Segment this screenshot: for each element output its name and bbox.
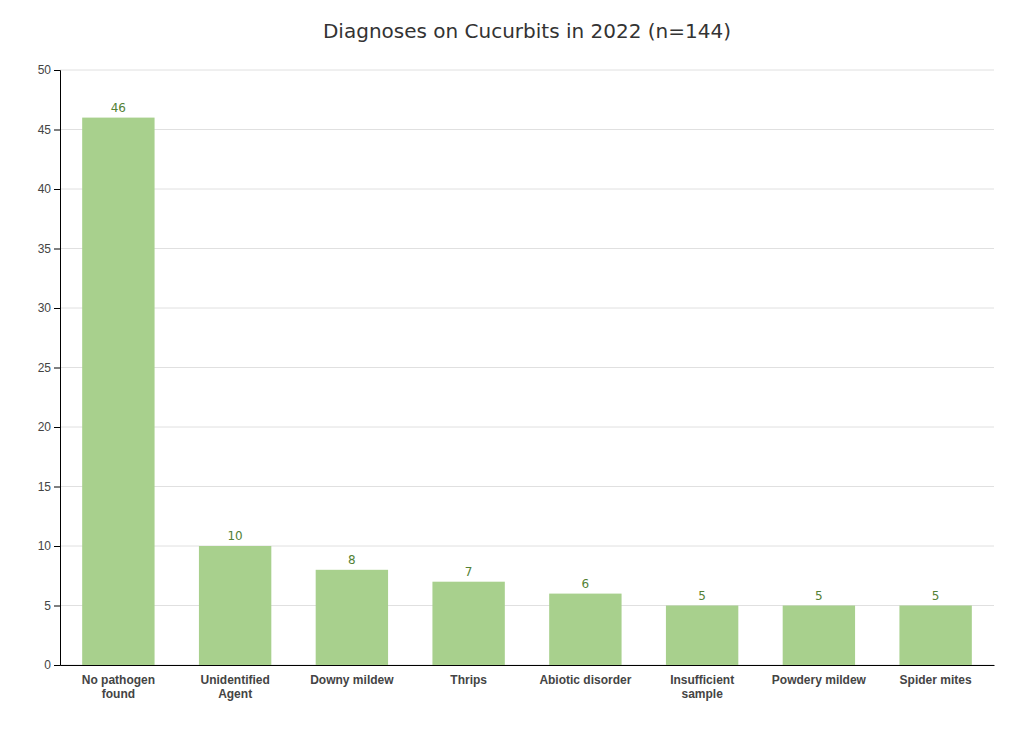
grid-line <box>60 70 994 71</box>
x-tick-label: Abiotic disorder <box>539 673 631 687</box>
y-tick-mark <box>54 130 60 131</box>
bar <box>199 546 271 665</box>
y-tick-label: 25 <box>38 361 52 375</box>
x-tick: UnidentifiedAgent <box>200 673 269 701</box>
y-tick-label: 40 <box>38 182 52 196</box>
y-tick-label: 20 <box>38 420 52 434</box>
y-tick: 0 <box>44 658 60 672</box>
y-tick: 35 <box>38 242 60 256</box>
x-tick: Insufficientsample <box>670 673 734 701</box>
y-tick-label: 0 <box>44 658 51 672</box>
y-axis-line <box>54 71 61 666</box>
x-tick-label-line: Spider mites <box>900 673 972 687</box>
grid-line <box>60 248 994 249</box>
chart-title: Diagnoses on Cucurbits in 2022 (n=144) <box>323 19 731 43</box>
grid <box>60 70 994 665</box>
x-tick-label: Spider mites <box>900 673 972 687</box>
data-label: 5 <box>698 589 706 603</box>
y-tick-mark <box>54 189 60 190</box>
x-tick: Thrips <box>450 673 487 687</box>
plot-area: 0 5 10 15 20 25 30 35 40 45 50 No pathogenfound Unid… <box>38 63 995 701</box>
bar <box>549 594 621 665</box>
x-tick: Powdery mildew <box>772 673 867 687</box>
y-tick: 50 <box>38 63 60 77</box>
x-tick: Spider mites <box>900 673 972 687</box>
x-tick-label-line: Downy mildew <box>310 673 394 687</box>
data-label: 7 <box>465 565 473 579</box>
y-tick-mark <box>54 308 60 309</box>
x-tick: Abiotic disorder <box>539 673 631 687</box>
x-tick-label-line: No pathogen <box>82 673 155 687</box>
y-tick-label: 30 <box>38 301 52 315</box>
y-tick-mark <box>54 546 60 547</box>
data-label: 6 <box>582 577 590 591</box>
x-axis-line <box>61 665 995 666</box>
y-tick-label: 50 <box>38 63 52 77</box>
grid-line <box>60 129 994 130</box>
y-tick-label: 35 <box>38 242 52 256</box>
y-tick: 30 <box>38 301 60 315</box>
x-tick: No pathogenfound <box>82 673 155 701</box>
x-axis: No pathogenfound UnidentifiedAgent Downy m… <box>61 666 995 701</box>
y-tick: 45 <box>38 123 60 137</box>
grid-line <box>60 486 994 487</box>
bars <box>82 118 972 665</box>
bar <box>82 118 154 665</box>
bar <box>783 606 855 666</box>
y-tick-mark <box>54 368 60 369</box>
x-tick-label-line: found <box>102 687 135 701</box>
x-tick-label: Insufficientsample <box>670 673 734 701</box>
x-tick: Downy mildew <box>310 673 394 687</box>
y-tick-mark <box>54 606 60 607</box>
x-tick-label-line: sample <box>681 687 723 701</box>
data-label: 10 <box>227 529 242 543</box>
bar <box>432 582 504 665</box>
y-tick-mark <box>54 665 60 666</box>
y-tick: 25 <box>38 361 60 375</box>
y-axis: 0 5 10 15 20 25 30 35 40 45 50 <box>38 63 61 672</box>
y-tick: 5 <box>44 599 60 613</box>
data-labels: 46 10 8 7 6 5 5 5 <box>111 101 940 603</box>
data-label: 5 <box>815 589 823 603</box>
y-tick-mark <box>54 427 60 428</box>
x-tick-label-line: Thrips <box>450 673 487 687</box>
grid-line <box>60 367 994 368</box>
x-tick-label: Thrips <box>450 673 487 687</box>
y-tick: 40 <box>38 182 60 196</box>
y-tick-label: 15 <box>38 480 52 494</box>
y-tick-mark <box>54 487 60 488</box>
x-tick-label-line: Powdery mildew <box>772 673 867 687</box>
bar <box>899 606 971 666</box>
x-tick-label-line: Agent <box>218 687 252 701</box>
x-tick-label: Powdery mildew <box>772 673 867 687</box>
x-tick-label-line: Unidentified <box>200 673 269 687</box>
x-tick-label: UnidentifiedAgent <box>200 673 269 701</box>
y-tick-label: 45 <box>38 123 52 137</box>
data-label: 5 <box>932 589 940 603</box>
y-tick: 20 <box>38 420 60 434</box>
y-tick-mark <box>54 70 60 71</box>
x-tick-label-line: Insufficient <box>670 673 734 687</box>
data-label: 46 <box>111 101 126 115</box>
chart-svg: 0 5 10 15 20 25 30 35 40 45 50 No pathogenfound Unid… <box>0 0 1024 745</box>
x-tick-label-line: Abiotic disorder <box>539 673 631 687</box>
grid-line <box>60 308 994 309</box>
data-label: 8 <box>348 553 356 567</box>
bar <box>666 606 738 666</box>
grid-line <box>60 427 994 428</box>
y-tick-label: 5 <box>44 599 51 613</box>
bar <box>316 570 388 665</box>
y-tick-mark <box>54 249 60 250</box>
y-tick-label: 10 <box>38 539 52 553</box>
x-tick-label: Downy mildew <box>310 673 394 687</box>
y-tick: 15 <box>38 480 60 494</box>
grid-line <box>60 189 994 190</box>
x-tick-label: No pathogenfound <box>82 673 155 701</box>
y-tick: 10 <box>38 539 60 553</box>
